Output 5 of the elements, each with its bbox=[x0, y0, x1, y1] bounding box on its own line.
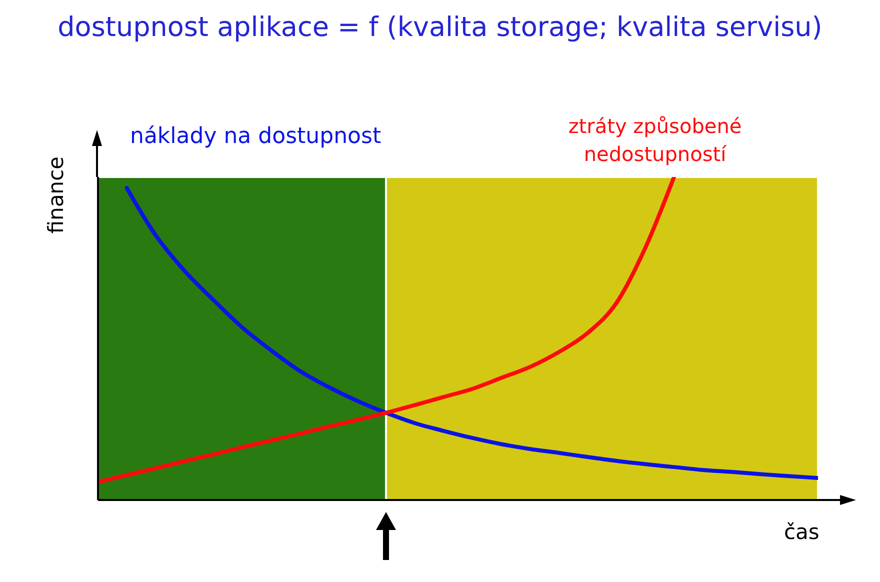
y-axis-title: finance bbox=[44, 156, 68, 234]
chart-title: dostupnost aplikace = f (kvalita storage; kvalita servisu) bbox=[56, 12, 824, 43]
text: ztráty způsobené nedostupností bbox=[567, 113, 743, 168]
x-axis-title: čas bbox=[784, 520, 820, 544]
series-label: náklady na dostupnost bbox=[130, 123, 382, 151]
